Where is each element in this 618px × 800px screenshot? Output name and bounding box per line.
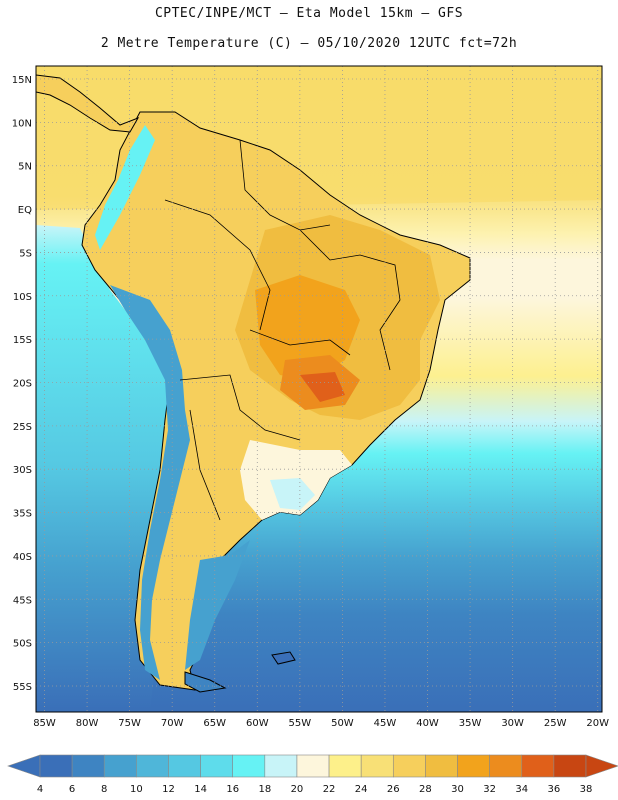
colorbar-label: 12: [162, 784, 175, 795]
colorbar-swatch: [457, 754, 490, 778]
title-line-1: CPTEC/INPE/MCT – Eta Model 15km – GFS: [154, 6, 464, 21]
colorbar-label: 16: [226, 784, 239, 795]
colorbar-swatch: [264, 754, 298, 778]
lon-label: 50W: [331, 718, 354, 729]
colorbar-label: 34: [515, 784, 528, 795]
colorbar-label: 18: [258, 784, 271, 795]
colorbar-swatch: [103, 754, 137, 778]
longitude-labels: 85W 80W 75W 70W 65W 60W 55W 50W 45W 40W 35W 30W 25W 2…: [33, 718, 609, 729]
lon-label: 30W: [501, 718, 524, 729]
colorbar-label: 32: [483, 784, 496, 795]
lat-label: 35S: [13, 509, 32, 520]
colorbar-swatch: [71, 754, 105, 778]
lat-label: 5N: [18, 162, 32, 173]
colorbar-label: 24: [355, 784, 368, 795]
colorbar-label: 4: [37, 784, 43, 795]
colorbar-label: 20: [291, 784, 304, 795]
lat-label: 15S: [13, 335, 32, 346]
colorbar-label: 26: [387, 784, 400, 795]
lat-label: 15N: [12, 75, 32, 86]
lon-label: 80W: [76, 718, 99, 729]
latitude-labels: 15N 10N 5N EQ 5S 10S 15S 20S 25S 30S 35S 40S 45S 50S 5…: [12, 75, 32, 693]
colorbar-label: 28: [419, 784, 432, 795]
lat-label: 45S: [13, 595, 32, 606]
map-frame: [35, 65, 603, 713]
colorbar-label: 6: [69, 784, 75, 795]
lon-label: 35W: [459, 718, 482, 729]
lon-label: 65W: [203, 718, 226, 729]
colorbar-label: 22: [323, 784, 336, 795]
lon-label: 70W: [161, 718, 184, 729]
lat-label: 10S: [13, 292, 32, 303]
colorbar-swatch: [200, 754, 234, 778]
lon-label: 45W: [374, 718, 397, 729]
colorbar-swatch: [392, 754, 426, 778]
colorbar-swatch: [489, 754, 523, 778]
colorbar-swatch: [425, 754, 458, 778]
title-line-2: 2 Metre Temperature (C) – 05/10/2020 12U…: [100, 36, 518, 51]
colorbar-label: 8: [101, 784, 107, 795]
lon-label: 85W: [33, 718, 56, 729]
lat-label: 50S: [13, 639, 32, 650]
colorbar-high-arrow: [585, 754, 618, 778]
colorbar-swatch: [232, 754, 266, 778]
colorbar-swatch: [328, 754, 362, 778]
lat-label: 5S: [19, 248, 32, 259]
lon-label: 55W: [289, 718, 312, 729]
lat-label: 10N: [12, 118, 32, 129]
lat-label: 30S: [13, 465, 32, 476]
lat-label: 25S: [13, 422, 32, 433]
colorbar-swatch: [553, 754, 587, 778]
colorbar-label: 38: [580, 784, 593, 795]
lon-label: 60W: [246, 718, 269, 729]
colorbar-swatch: [360, 754, 394, 778]
lon-label: 75W: [118, 718, 141, 729]
colorbar-label: 14: [194, 784, 207, 795]
colorbar-swatch: [521, 754, 555, 778]
colorbar-low-arrow: [7, 754, 41, 778]
colorbar-swatch: [136, 754, 169, 778]
colorbar-swatch: [296, 754, 330, 778]
lon-label: 25W: [544, 718, 567, 729]
colorbar-label: 30: [451, 784, 464, 795]
lat-label: EQ: [18, 205, 32, 216]
colorbar-swatch: [168, 754, 201, 778]
lat-label: 20S: [13, 378, 32, 389]
lon-label: 40W: [416, 718, 439, 729]
colorbar-label: 36: [548, 784, 561, 795]
colorbar-label: 10: [130, 784, 143, 795]
colorbar-swatch: [39, 754, 73, 778]
lat-label: 55S: [13, 682, 32, 693]
lat-label: 40S: [13, 552, 32, 563]
lon-label: 20W: [586, 718, 609, 729]
